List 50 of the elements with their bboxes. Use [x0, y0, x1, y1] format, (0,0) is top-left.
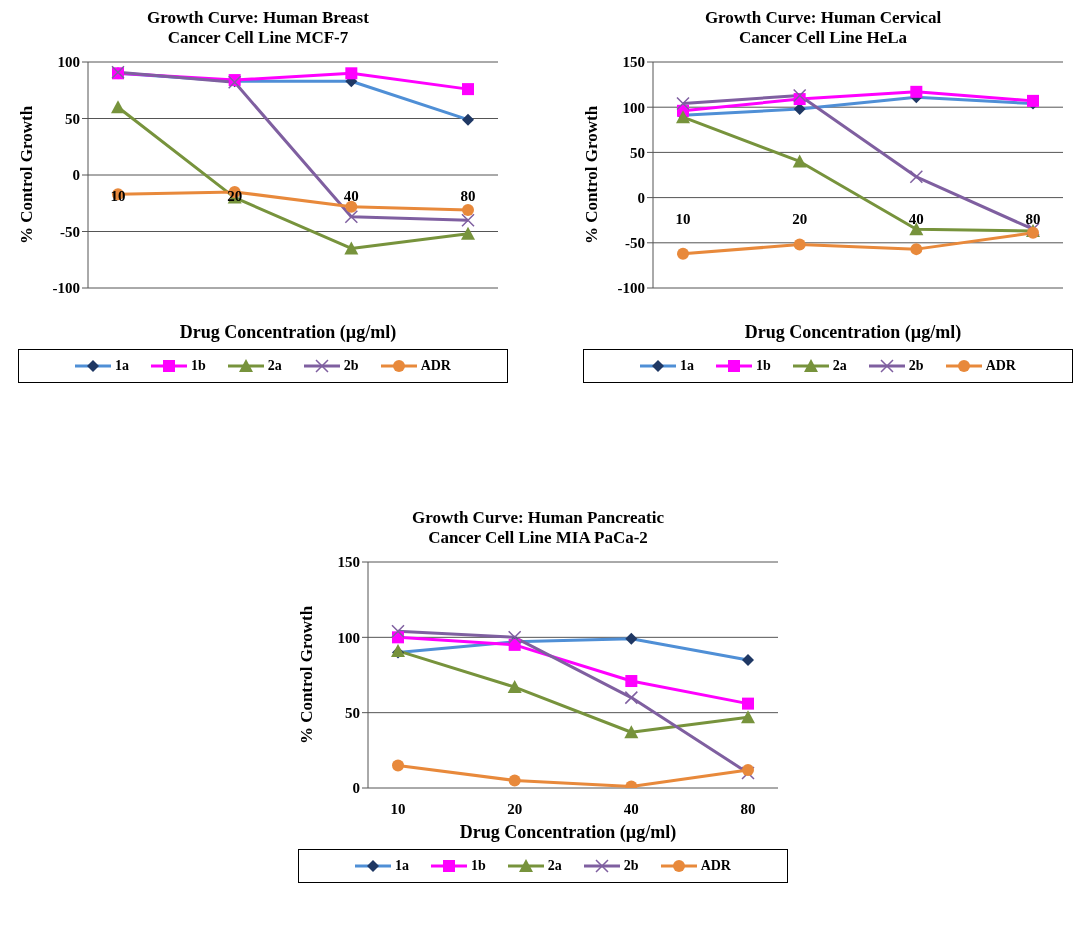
y-tick-label: -100	[617, 280, 645, 297]
y-tick-label: 50	[630, 144, 645, 161]
chart-title: Growth Curve: Human Pancreatic Cancer Cell Line MIA PaCa-2	[411, 508, 665, 548]
y-tick-label: -100	[52, 280, 80, 297]
y-tick-label: 0	[352, 780, 360, 797]
y-tick-label: 150	[337, 554, 360, 571]
y-tick-label: -50	[625, 235, 645, 252]
legend-label: ADR	[984, 358, 1016, 374]
x-tick-label: 80	[460, 188, 476, 204]
legend-label: ADR	[699, 858, 731, 874]
y-axis-title: % Control Growth	[297, 605, 317, 745]
x-tick-label: 20	[227, 188, 243, 204]
y-tick-label: 0	[72, 167, 80, 184]
legend-label: 1b	[190, 358, 206, 374]
x-tick-label: 20	[507, 801, 523, 817]
legend-label: 2b	[907, 358, 924, 374]
legend-label: 1b	[755, 358, 771, 374]
x-tick-label: 80	[740, 801, 756, 817]
x-tick-label: 40	[343, 188, 359, 204]
legend-label: 2b	[342, 358, 359, 374]
legend-label: 1a	[394, 858, 410, 874]
x-tick-label: 20	[792, 210, 808, 227]
legend-label: 1a	[679, 358, 695, 374]
x-tick-label: 10	[390, 801, 406, 817]
x-tick-label: 40	[908, 210, 924, 227]
x-tick-label: 40	[623, 801, 639, 817]
y-tick-label: 100	[57, 54, 80, 71]
x-axis-title: Drug Concentration (µg/ml)	[458, 822, 678, 843]
y-axis-title: % Control Growth	[582, 105, 602, 245]
y-tick-label: 150	[622, 54, 645, 71]
x-axis-title: Drug Concentration (µg/ml)	[178, 322, 398, 343]
x-tick-label: 80	[1025, 210, 1041, 227]
y-tick-label: 100	[337, 629, 360, 646]
y-tick-label: 0	[637, 189, 645, 206]
y-tick-label: 100	[622, 99, 645, 116]
legend-label: ADR	[419, 358, 451, 374]
x-axis-title: Drug Concentration (µg/ml)	[743, 322, 963, 343]
legend-label: 2a	[546, 858, 562, 874]
legend-label: 1b	[470, 858, 486, 874]
legend-label: 1a	[114, 358, 130, 374]
legend-label: 2a	[266, 358, 282, 374]
y-tick-label: -50	[60, 223, 80, 240]
x-tick-label: 10	[675, 210, 691, 227]
legend-label: 2b	[622, 858, 639, 874]
y-tick-label: 50	[65, 110, 80, 127]
chart-title: Growth Curve: Human Cervical Cancer Cell Line HeLa	[703, 8, 943, 48]
y-axis-title: % Control Growth	[17, 105, 37, 245]
y-tick-label: 50	[345, 704, 360, 721]
legend-label: 2a	[831, 358, 847, 374]
chart-title: Growth Curve: Human Breast Cancer Cell Line MCF-7	[146, 8, 370, 48]
